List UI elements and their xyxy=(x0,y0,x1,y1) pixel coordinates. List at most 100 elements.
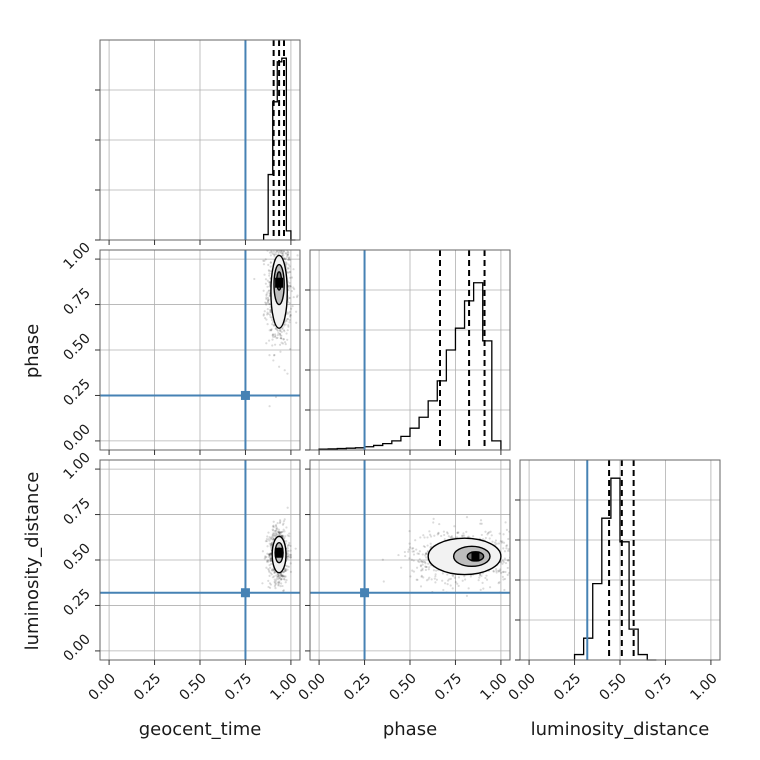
scatter-point xyxy=(268,329,271,332)
scatter-point xyxy=(282,520,286,523)
scatter-point xyxy=(278,333,281,336)
scatter-point xyxy=(277,583,280,586)
scatter-point xyxy=(274,583,277,586)
scatter-point xyxy=(270,251,273,254)
scatter-point xyxy=(506,559,510,562)
scatter-point xyxy=(263,273,266,276)
scatter-point xyxy=(500,571,503,574)
y-tick-label-luminosity_distance: 0.50 xyxy=(60,540,93,573)
scatter-point xyxy=(268,582,272,585)
scatter-point xyxy=(279,350,282,353)
scatter-point xyxy=(480,574,483,577)
scatter-point xyxy=(282,254,285,257)
scatter-point xyxy=(267,569,271,572)
scatter-point xyxy=(415,548,418,551)
scatter-point xyxy=(287,267,290,270)
x-tick-label-luminosity_distance: 1.00 xyxy=(687,670,720,703)
scatter-point xyxy=(449,536,452,539)
scatter-point xyxy=(276,574,279,577)
scatter-point xyxy=(275,328,279,331)
scatter-point xyxy=(290,276,294,279)
scatter-point xyxy=(271,323,274,326)
scatter-point xyxy=(271,569,274,572)
scatter-point xyxy=(289,276,292,279)
scatter-point xyxy=(453,525,456,528)
scatter-point xyxy=(269,546,273,549)
y-tick-label-luminosity_distance: 0.25 xyxy=(60,586,93,619)
scatter-point xyxy=(277,533,281,536)
scatter-point xyxy=(270,542,273,546)
scatter-point xyxy=(512,570,514,572)
scatter-point xyxy=(539,547,541,549)
scatter-point xyxy=(288,543,291,547)
scatter-point xyxy=(404,554,407,558)
scatter-point xyxy=(461,579,464,582)
scatter-point xyxy=(268,536,271,539)
scatter-point xyxy=(504,561,508,565)
scatter-point xyxy=(279,250,282,253)
scatter-point xyxy=(279,329,282,332)
scatter-point xyxy=(292,296,295,299)
scatter-point xyxy=(273,585,276,588)
scatter-point xyxy=(273,253,276,256)
scatter-point xyxy=(270,538,273,541)
scatter-point xyxy=(286,551,289,555)
scatter-point xyxy=(274,395,278,399)
scatter-point xyxy=(276,329,279,332)
scatter-point xyxy=(271,537,274,540)
scatter-point xyxy=(446,583,449,586)
scatter-point xyxy=(456,531,459,535)
scatter-point xyxy=(273,335,277,338)
scatter-point xyxy=(286,253,290,256)
scatter-point xyxy=(283,341,287,344)
scatter-point xyxy=(290,289,294,293)
scatter-point xyxy=(416,552,419,555)
scatter-point xyxy=(269,559,273,562)
scatter-point xyxy=(438,522,441,526)
scatter-point xyxy=(268,289,271,292)
scatter-point xyxy=(273,578,276,581)
scatter-point xyxy=(269,315,272,319)
panel-2d-geocent_time-luminosity_distance xyxy=(261,506,297,593)
scatter-point xyxy=(270,542,273,545)
scatter-point xyxy=(282,250,285,253)
scatter-point xyxy=(269,554,272,557)
scatter-point xyxy=(511,548,513,550)
scatter-point xyxy=(279,520,282,523)
scatter-point xyxy=(505,544,509,547)
scatter-point xyxy=(266,545,269,548)
scatter-point xyxy=(266,552,269,555)
scatter-point xyxy=(281,530,284,533)
scatter-point xyxy=(284,252,287,255)
scatter-point xyxy=(272,333,275,336)
scatter-point xyxy=(264,258,267,261)
scatter-point xyxy=(457,531,460,534)
scatter-point xyxy=(429,533,432,536)
scatter-point xyxy=(267,538,270,541)
scatter-point xyxy=(522,565,524,567)
scatter-point xyxy=(286,555,289,558)
scatter-point xyxy=(267,298,270,301)
scatter-point xyxy=(452,574,455,578)
scatter-point xyxy=(266,322,269,326)
histogram-phase xyxy=(318,282,502,450)
scatter-point xyxy=(268,542,271,545)
scatter-point xyxy=(288,296,291,300)
scatter-point xyxy=(279,572,283,576)
scatter-point xyxy=(265,566,268,569)
scatter-point xyxy=(427,568,430,571)
scatter-point xyxy=(264,555,267,558)
scatter-point xyxy=(265,538,268,541)
scatter-point xyxy=(268,251,272,254)
scatter-point xyxy=(276,233,278,235)
panel-2d-geocent_time-phase xyxy=(253,233,299,408)
scatter-point xyxy=(269,544,272,548)
scatter-point xyxy=(286,545,289,548)
scatter-point xyxy=(284,567,287,570)
scatter-point xyxy=(288,318,291,322)
scatter-point xyxy=(283,530,286,533)
scatter-point xyxy=(279,334,282,337)
scatter-point xyxy=(498,532,501,535)
scatter-point xyxy=(266,308,269,311)
y-tick-label-luminosity_distance: 0.75 xyxy=(60,495,93,528)
